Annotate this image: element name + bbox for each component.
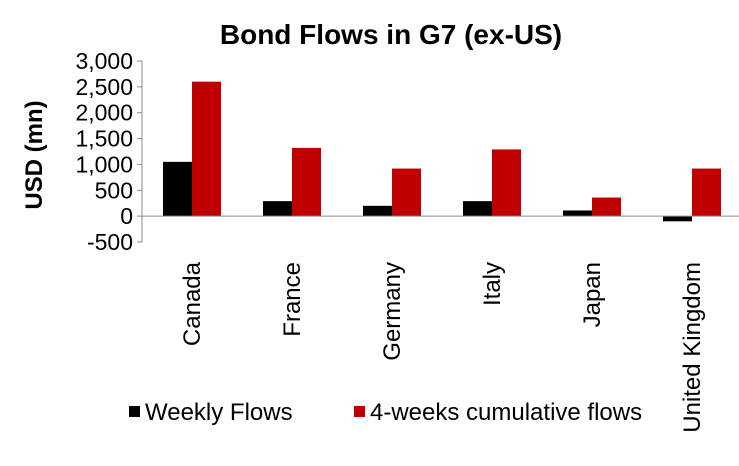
bar-4-weeks-cumulative-flows-germany <box>392 168 421 217</box>
bar-4-weeks-cumulative-flows-france <box>292 147 321 217</box>
bar-weekly-flows-japan <box>563 210 592 217</box>
x-tick-label-france: France <box>279 262 306 337</box>
bar-weekly-flows-france <box>263 201 292 217</box>
x-tick-label-united-kingdom: United Kingdom <box>679 262 706 433</box>
legend: Weekly Flows 4-weeks cumulative flows <box>129 399 642 426</box>
bar-weekly-flows-italy <box>463 201 492 217</box>
bar-weekly-flows-canada <box>163 161 192 217</box>
y-tick-label: 1,500 <box>75 126 133 152</box>
y-axis-label: USD (mn) <box>21 100 48 209</box>
y-tick-label: 2,500 <box>75 74 133 100</box>
x-tick-label-japan: Japan <box>579 262 606 327</box>
y-tick-label: 0 <box>120 203 133 229</box>
chart-title: Bond Flows in G7 (ex-US) <box>220 19 562 50</box>
bar-4-weeks-cumulative-flows-italy <box>492 149 521 217</box>
y-tick-label: 3,000 <box>75 48 133 74</box>
bar-4-weeks-cumulative-flows-united-kingdom <box>692 168 721 217</box>
bar-weekly-flows-united-kingdom <box>663 216 692 222</box>
x-tick-label-germany: Germany <box>379 262 406 361</box>
bar-4-weeks-cumulative-flows-japan <box>592 197 621 217</box>
y-tick-label: -500 <box>87 229 133 255</box>
bar-weekly-flows-germany <box>363 205 392 217</box>
x-tick-label-canada: Canada <box>179 261 206 346</box>
legend-swatch-weekly-flows <box>129 406 140 417</box>
legend-label-cumulative-flows: 4-weeks cumulative flows <box>370 399 642 426</box>
y-tick-label: 500 <box>95 177 133 203</box>
legend-label-weekly-flows: Weekly Flows <box>145 399 293 426</box>
x-tick-label-italy: Italy <box>479 262 506 306</box>
bar-4-weeks-cumulative-flows-canada <box>192 81 221 217</box>
y-tick-label: 2,000 <box>75 100 133 126</box>
legend-swatch-cumulative-flows <box>354 406 365 417</box>
x-axis-labels: Canada France Germany Italy Japan United King… <box>179 261 706 432</box>
y-tick-label: 1,000 <box>75 151 133 177</box>
bars <box>163 81 721 222</box>
